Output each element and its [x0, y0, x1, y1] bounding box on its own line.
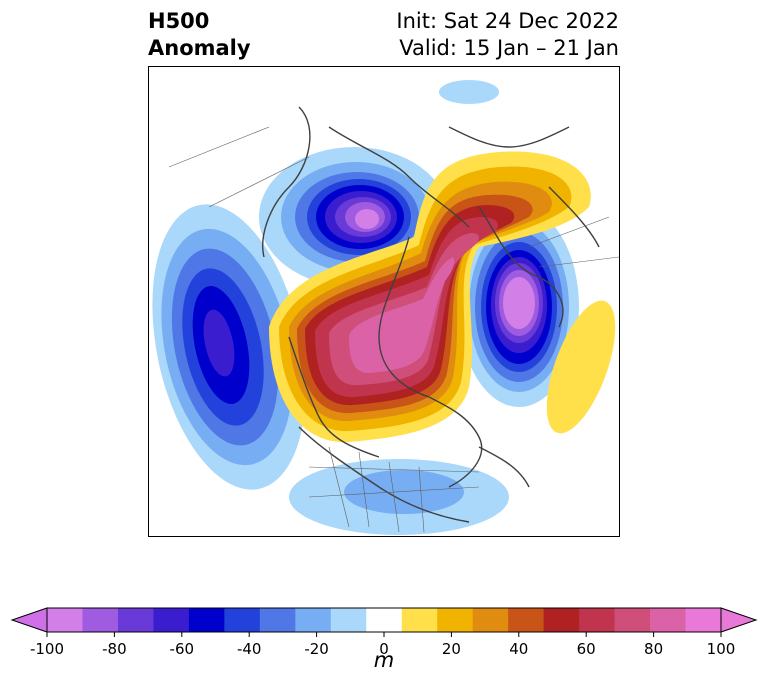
- init-date: Init: Sat 24 Dec 2022: [396, 9, 619, 33]
- title-variable: H500: [148, 9, 210, 33]
- colorbar-tick-label: -20: [304, 640, 329, 658]
- colorbar-unit-label: m: [373, 648, 395, 672]
- colorbar-tick-label: -40: [237, 640, 262, 658]
- colorbar-bin: [153, 608, 190, 632]
- colorbar-tick-label: -60: [170, 640, 195, 658]
- colorbar-bin: [47, 608, 83, 632]
- colorbar-tick-label: 80: [644, 640, 663, 658]
- colorbar-bin: [188, 608, 225, 632]
- colorbar-bin: [82, 608, 119, 632]
- colorbar-under-arrow: [10, 607, 48, 633]
- anomaly-contours: [152, 80, 616, 535]
- colorbar-tick-label: 100: [707, 640, 736, 658]
- colorbar-tick-label: 60: [577, 640, 596, 658]
- colorbar-bin: [330, 608, 367, 632]
- colorbar-tick-label: 40: [509, 640, 528, 658]
- anomaly-map: [148, 66, 620, 537]
- colorbar-tick-label: 20: [442, 640, 461, 658]
- colorbar-bin: [259, 608, 296, 632]
- colorbar-bin: [224, 608, 261, 632]
- colorbar-tick-label: -100: [30, 640, 64, 658]
- borders: [168, 126, 619, 533]
- colorbar-bin: [579, 608, 616, 632]
- colorbar-bin: [401, 608, 438, 632]
- map-title-right: Init: Sat 24 Dec 2022 Valid: 15 Jan – 21…: [396, 8, 619, 62]
- colorbar-bin: [685, 608, 722, 632]
- colorbar-bin: [650, 608, 687, 632]
- colorbar: -100 -80 -60 -40 -20 0 20 40 60 80 100: [10, 607, 758, 658]
- valid-range: Valid: 15 Jan – 21 Jan: [399, 36, 619, 60]
- colorbar-over-arrow: [720, 607, 758, 633]
- colorbar-tick-label: 0: [379, 640, 389, 658]
- colorbar-bin: [295, 608, 332, 632]
- colorbar-bin: [543, 608, 580, 632]
- title-type: Anomaly: [148, 36, 251, 60]
- colorbar-bin: [472, 608, 509, 632]
- colorbar-bin: [614, 608, 651, 632]
- coastlines: [262, 106, 600, 523]
- colorbar-bin: [508, 608, 545, 632]
- map-title-left: H500 Anomaly: [148, 8, 251, 62]
- colorbar-bin: [366, 608, 403, 632]
- colorbar-bin: [117, 608, 154, 632]
- anomaly-atlantic-high: [546, 300, 616, 434]
- map-canvas: [152, 80, 619, 535]
- colorbar-tick-label: -80: [102, 640, 127, 658]
- colorbar-bin: [437, 608, 474, 632]
